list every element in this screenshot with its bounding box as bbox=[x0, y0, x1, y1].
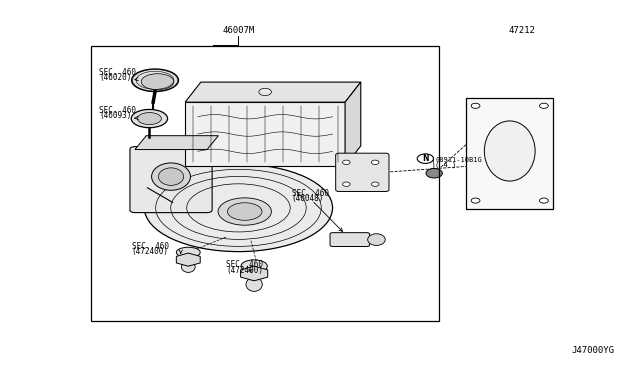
Ellipse shape bbox=[227, 203, 262, 220]
Text: (46020): (46020) bbox=[99, 73, 132, 82]
Circle shape bbox=[426, 169, 442, 178]
Ellipse shape bbox=[132, 69, 179, 92]
Circle shape bbox=[342, 160, 350, 164]
Circle shape bbox=[417, 154, 433, 163]
FancyBboxPatch shape bbox=[330, 232, 369, 247]
Text: SEC. 460: SEC. 460 bbox=[226, 260, 263, 269]
Circle shape bbox=[371, 182, 379, 186]
Ellipse shape bbox=[177, 247, 200, 257]
Text: SEC. 460: SEC. 460 bbox=[292, 189, 329, 198]
Ellipse shape bbox=[367, 234, 385, 246]
Text: 46007M: 46007M bbox=[222, 26, 255, 35]
Circle shape bbox=[540, 198, 548, 203]
Polygon shape bbox=[185, 82, 361, 102]
Ellipse shape bbox=[181, 262, 195, 272]
Ellipse shape bbox=[241, 260, 268, 273]
Circle shape bbox=[540, 103, 548, 108]
Polygon shape bbox=[135, 136, 218, 150]
Ellipse shape bbox=[159, 168, 184, 185]
Text: ( 4 ): ( 4 ) bbox=[435, 161, 457, 168]
Polygon shape bbox=[345, 82, 361, 166]
Text: 08911-10B1G: 08911-10B1G bbox=[435, 157, 482, 163]
FancyBboxPatch shape bbox=[336, 153, 389, 192]
Ellipse shape bbox=[246, 278, 262, 291]
Text: 47212: 47212 bbox=[509, 26, 536, 35]
Ellipse shape bbox=[152, 163, 191, 190]
Polygon shape bbox=[241, 266, 268, 281]
Ellipse shape bbox=[218, 198, 271, 225]
Text: SEC. 460: SEC. 460 bbox=[99, 106, 136, 115]
Text: (46048): (46048) bbox=[292, 194, 324, 203]
Ellipse shape bbox=[484, 121, 535, 181]
Circle shape bbox=[471, 103, 480, 108]
Text: J47000YG: J47000YG bbox=[572, 346, 615, 355]
Text: SEC. 460: SEC. 460 bbox=[132, 242, 169, 251]
Text: (472400): (472400) bbox=[132, 247, 169, 256]
FancyBboxPatch shape bbox=[130, 147, 212, 213]
Ellipse shape bbox=[141, 74, 174, 90]
Polygon shape bbox=[177, 253, 200, 266]
Ellipse shape bbox=[145, 164, 333, 251]
Circle shape bbox=[259, 88, 271, 96]
Text: (472400): (472400) bbox=[226, 266, 263, 275]
Ellipse shape bbox=[131, 109, 168, 128]
Circle shape bbox=[342, 182, 350, 186]
Text: N: N bbox=[422, 154, 429, 163]
Circle shape bbox=[371, 160, 379, 164]
Text: (46093): (46093) bbox=[99, 111, 132, 121]
FancyBboxPatch shape bbox=[466, 98, 554, 209]
Bar bbox=[185, 102, 345, 166]
Circle shape bbox=[471, 198, 480, 203]
Text: SEC. 460: SEC. 460 bbox=[99, 68, 136, 77]
Ellipse shape bbox=[138, 113, 161, 125]
Bar bbox=[91, 46, 439, 321]
